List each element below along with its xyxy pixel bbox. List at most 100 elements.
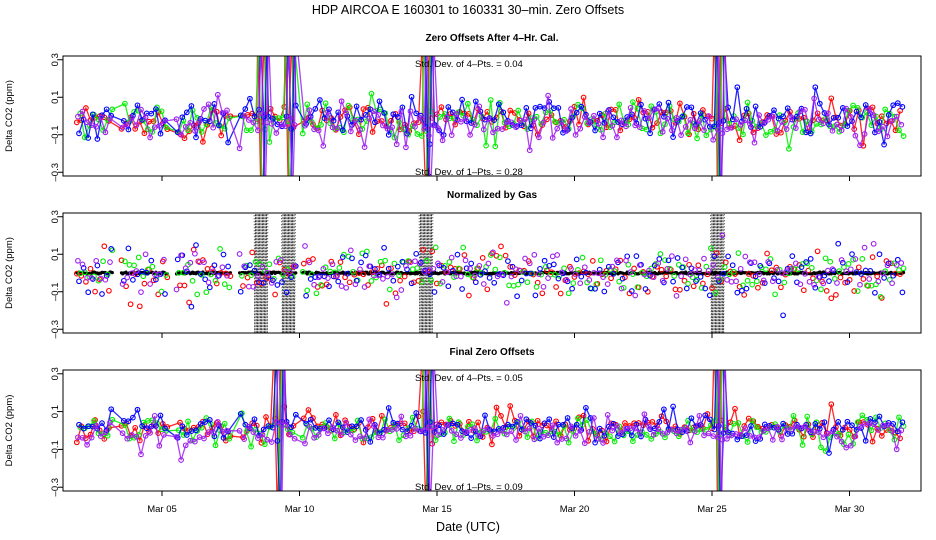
data-point <box>480 281 487 287</box>
data-point <box>549 135 556 141</box>
data-point <box>633 253 640 259</box>
data-point <box>607 433 613 440</box>
data-point <box>536 134 542 141</box>
data-point <box>128 115 135 121</box>
data-point <box>884 421 891 428</box>
data-point <box>799 129 806 135</box>
data-point <box>206 284 213 291</box>
data-point <box>760 277 767 284</box>
data-point <box>272 291 278 298</box>
data-point <box>361 435 368 442</box>
data-point <box>728 124 735 131</box>
data-point <box>93 422 100 429</box>
data-point <box>555 275 562 282</box>
data-point <box>779 119 785 125</box>
data-point <box>688 104 695 111</box>
data-point <box>575 415 581 422</box>
data-point <box>812 84 819 91</box>
data-point <box>139 423 145 429</box>
data-point <box>774 424 781 430</box>
data-point <box>526 260 533 267</box>
data-point <box>870 421 877 428</box>
data-point <box>248 127 254 134</box>
data-point <box>120 118 127 124</box>
data-point <box>397 277 403 284</box>
data-point <box>217 246 223 252</box>
y-tick-label: 0.1 <box>50 405 61 418</box>
data-point <box>701 432 707 439</box>
data-point <box>304 287 311 294</box>
data-point <box>866 106 873 113</box>
data-point <box>381 426 387 433</box>
data-point <box>320 266 327 272</box>
data-point <box>703 132 710 139</box>
data-point <box>89 276 96 282</box>
data-point <box>417 259 424 266</box>
data-point <box>803 259 809 265</box>
data-point <box>249 420 256 427</box>
data-point <box>614 134 620 141</box>
data-point <box>648 436 655 442</box>
data-point <box>484 286 491 293</box>
data-point <box>623 123 629 130</box>
data-point <box>542 264 549 270</box>
data-point <box>435 432 441 438</box>
data-point <box>127 301 134 308</box>
data-point <box>438 104 445 110</box>
data-point <box>458 273 464 280</box>
stddev-1pts-annotation: Std. Dev. of 1–Pts. = 0.28 <box>415 167 523 178</box>
data-point <box>687 271 694 278</box>
data-point <box>413 110 420 117</box>
data-point <box>834 433 840 440</box>
data-point <box>203 121 210 128</box>
data-point <box>662 257 668 263</box>
data-point <box>247 262 253 268</box>
data-point <box>477 271 484 278</box>
data-point <box>541 420 548 427</box>
data-point <box>701 127 707 133</box>
data-point <box>292 102 299 109</box>
data-point <box>224 427 230 434</box>
data-point <box>183 432 190 438</box>
data-point <box>278 257 284 263</box>
data-point <box>459 286 465 292</box>
data-point <box>450 267 456 274</box>
data-point <box>194 291 201 298</box>
data-point <box>586 120 593 126</box>
data-point <box>650 107 657 113</box>
data-point <box>188 103 195 109</box>
data-point <box>514 293 520 300</box>
data-point <box>462 257 469 264</box>
data-point <box>250 283 257 290</box>
data-point <box>714 126 721 133</box>
data-point <box>711 253 718 260</box>
data-point <box>302 440 308 447</box>
data-point <box>729 116 736 123</box>
series-gas3 <box>76 56 906 176</box>
data-point <box>130 277 136 283</box>
data-point <box>853 269 860 275</box>
data-point <box>643 432 650 438</box>
data-point <box>528 270 534 277</box>
data-point <box>338 98 345 105</box>
data-point <box>528 420 534 426</box>
data-point <box>393 141 400 148</box>
data-point <box>408 93 415 100</box>
data-point <box>893 262 900 268</box>
data-point <box>839 259 846 266</box>
data-point <box>743 105 750 112</box>
data-point <box>838 438 845 445</box>
data-point <box>173 434 180 440</box>
data-point <box>412 123 418 130</box>
data-point <box>725 253 731 260</box>
data-point <box>326 283 332 290</box>
data-point <box>282 123 289 129</box>
data-point <box>432 244 439 251</box>
data-point <box>678 273 684 280</box>
data-point <box>575 266 581 273</box>
data-point <box>618 117 625 124</box>
data-point <box>466 292 472 299</box>
data-point <box>673 114 680 121</box>
data-point <box>347 128 354 135</box>
data-point <box>581 440 588 447</box>
